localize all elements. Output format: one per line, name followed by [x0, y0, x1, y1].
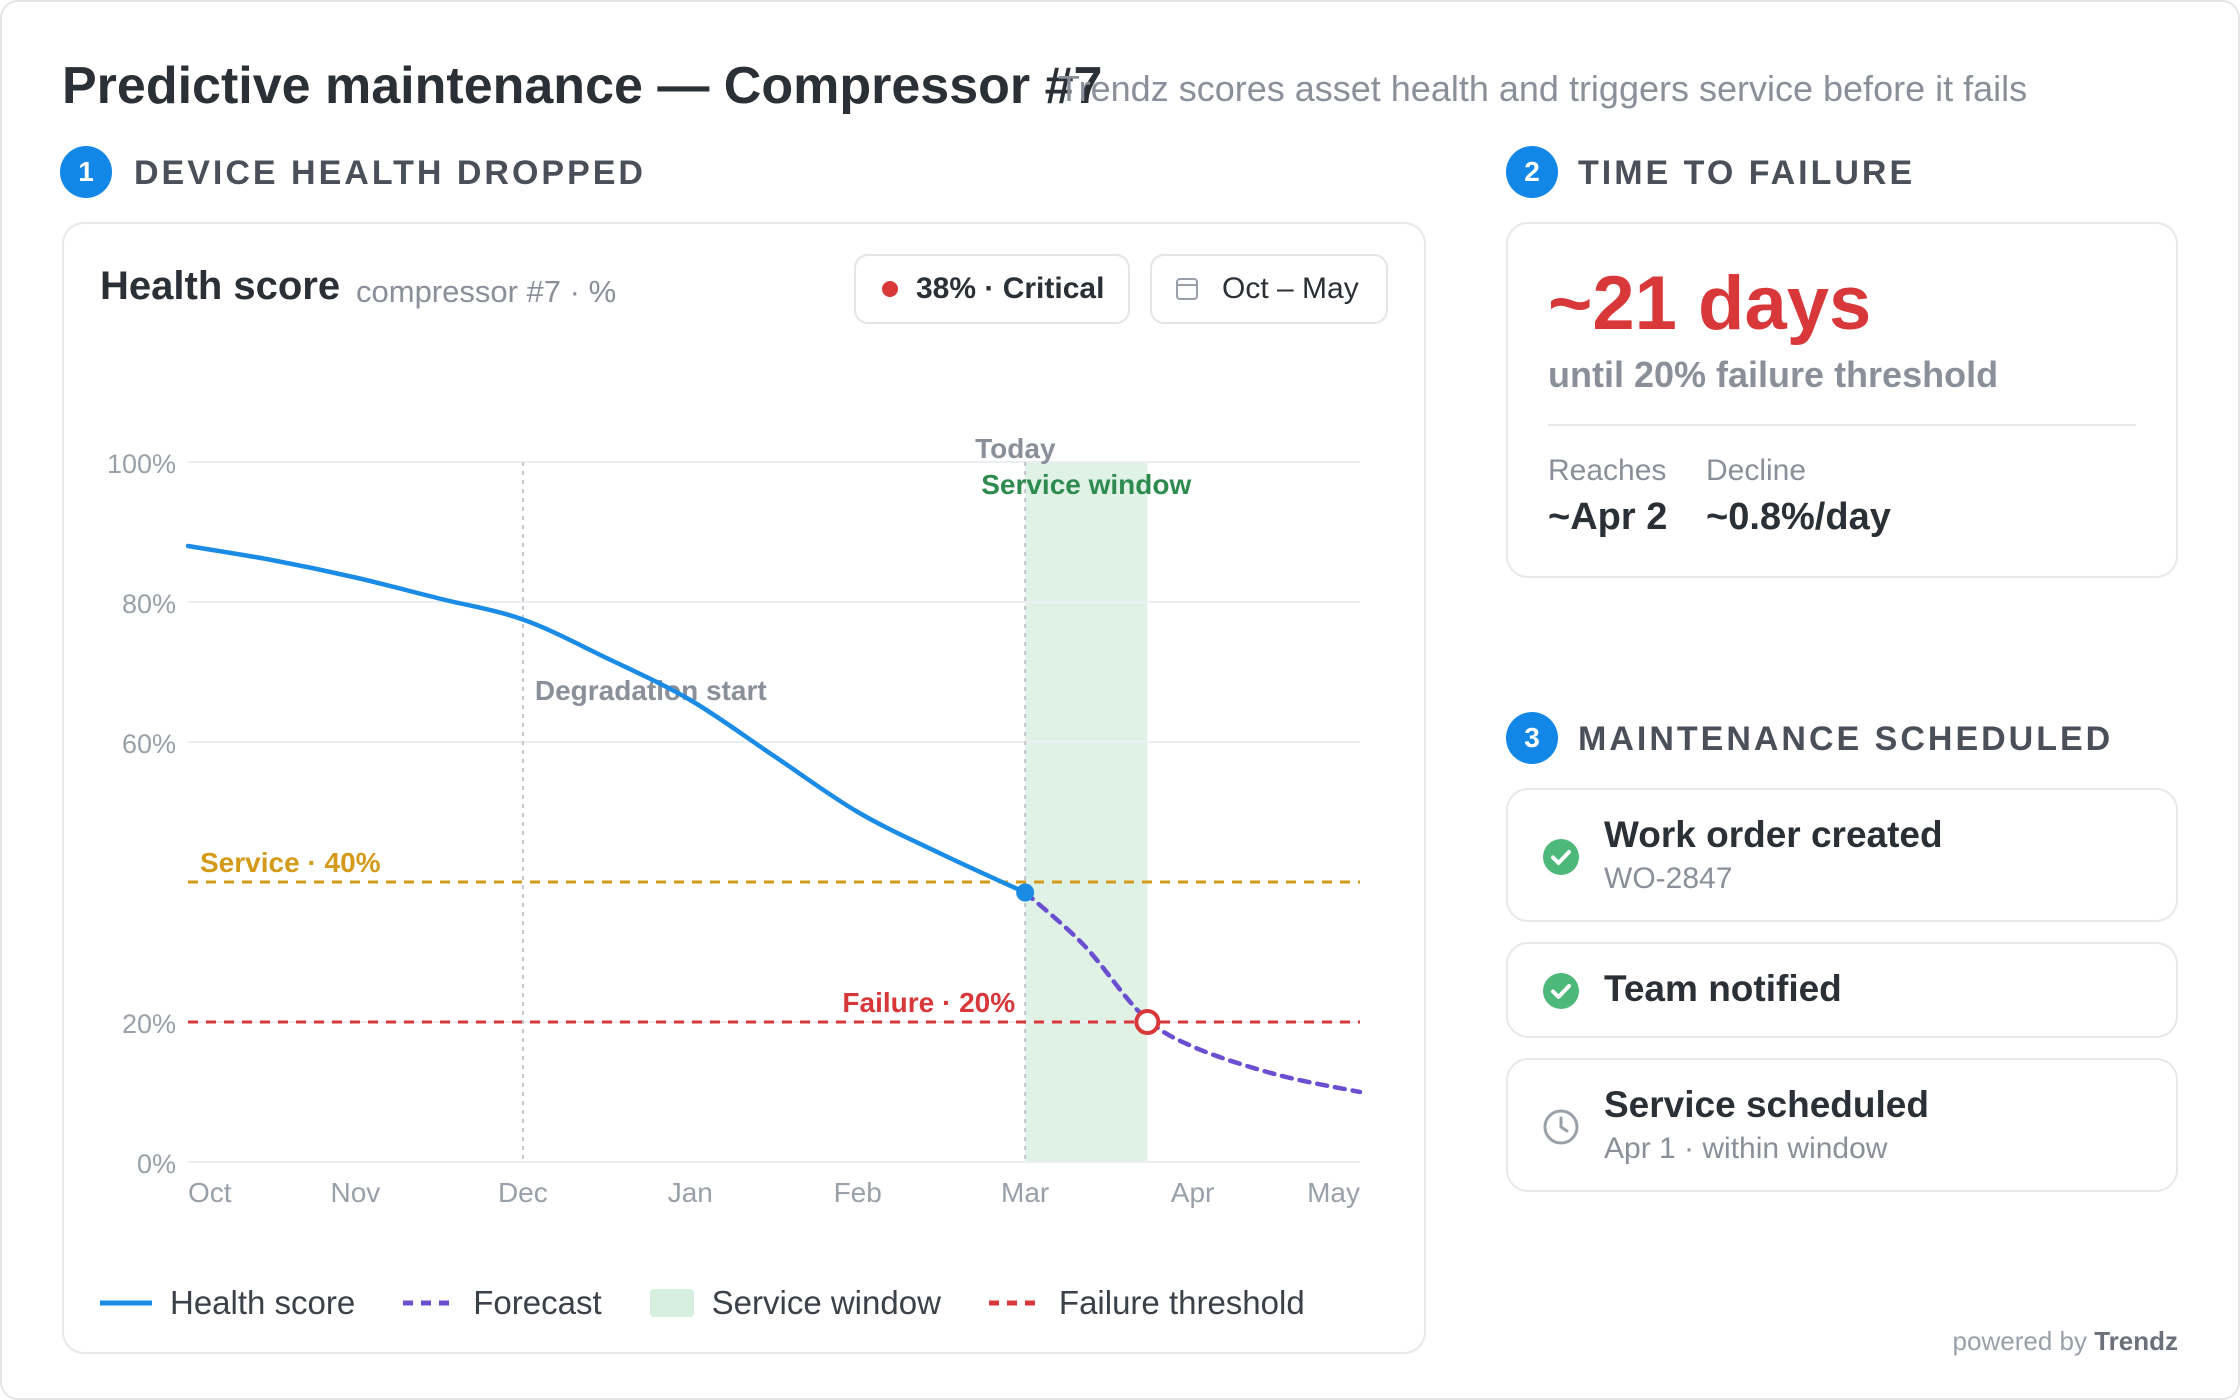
days-to-failure-caption: until 20% failure threshold	[1548, 354, 1999, 395]
failure-point-marker	[1134, 1009, 1161, 1035]
step-2-label: TIME TO FAILURE	[1578, 154, 1916, 192]
y-tick-label: 0%	[137, 1149, 176, 1179]
brand-name: Trendz	[2094, 1326, 2178, 1356]
x-tick-label: Dec	[498, 1177, 548, 1208]
legend-service-window: Service window	[649, 1284, 941, 1322]
chart-subtitle: compressor #7 · %	[356, 274, 617, 309]
y-tick-label: 100%	[107, 449, 176, 479]
service-threshold-label: Service · 40%	[200, 847, 381, 878]
legend-label: Service window	[711, 1284, 941, 1321]
task-subtitle: WO-2847	[1604, 862, 1733, 895]
decline-label: Decline	[1706, 454, 1807, 487]
x-tick-label: May	[1307, 1177, 1360, 1208]
legend-forecast: Forecast	[403, 1284, 602, 1322]
reaches-value: ~Apr 2	[1548, 496, 1668, 538]
legend-solid-line-swatch	[100, 1300, 152, 1306]
task-service-scheduled[interactable]: Service scheduled Apr 1 · within window	[1506, 1058, 2178, 1192]
x-tick-label: Apr	[1171, 1177, 1215, 1208]
step-3-label: MAINTENANCE SCHEDULED	[1578, 720, 2114, 758]
days-to-failure: ~21 days	[1548, 261, 1872, 346]
critical-dot-icon	[882, 281, 898, 297]
chart-legend: Health score Forecast Service window Fai…	[100, 1284, 1353, 1322]
legend-failure-threshold: Failure threshold	[988, 1284, 1305, 1322]
y-tick-label: 60%	[122, 729, 176, 759]
service-window-label: Service window	[981, 469, 1191, 500]
y-tick-label: 20%	[122, 1009, 176, 1039]
x-tick-label: Nov	[331, 1177, 381, 1208]
calendar-icon	[1176, 278, 1198, 300]
x-tick-label: Oct	[188, 1177, 232, 1208]
reaches-label: Reaches	[1548, 454, 1667, 487]
service-window-band	[1025, 462, 1148, 1162]
x-tick-label: Mar	[1001, 1177, 1049, 1208]
failure-threshold-label: Failure · 20%	[842, 987, 1015, 1018]
task-title: Team notified	[1604, 968, 1842, 1009]
date-range-picker[interactable]: Oct – May	[1150, 254, 1388, 324]
task-subtitle: Apr 1 · within window	[1604, 1132, 1888, 1165]
task-title: Service scheduled	[1604, 1084, 1929, 1125]
legend-threshold-swatch	[988, 1300, 1041, 1306]
health-series-line	[185, 543, 1028, 895]
page-subtitle: Trendz scores asset health and triggers …	[1058, 68, 2028, 109]
check-circle-icon	[1543, 839, 1579, 875]
task-team-notified[interactable]: Team notified	[1506, 942, 2178, 1038]
x-tick-label: Jan	[668, 1177, 713, 1208]
divider	[1548, 424, 2136, 426]
clock-icon	[1543, 1109, 1579, 1145]
step-1-label: DEVICE HEALTH DROPPED	[134, 154, 646, 192]
legend-label: Failure threshold	[1058, 1284, 1305, 1321]
step-1-badge: 1	[60, 146, 112, 198]
date-range-label: Oct – May	[1222, 272, 1359, 305]
powered-by-footer: powered by Trendz	[1953, 1326, 2178, 1357]
task-work-order[interactable]: Work order created WO-2847	[1506, 788, 2178, 922]
step-2-badge: 2	[1506, 146, 1558, 198]
page-title: Predictive maintenance — Compressor #7	[62, 57, 1103, 115]
decline-value: ~0.8%/day	[1706, 496, 1891, 538]
status-pill-label: 38% · Critical	[916, 272, 1105, 305]
task-title: Work order created	[1604, 814, 1943, 855]
health-chart: 100%80%60%20%0%Oct Nov Dec Jan Feb Mar Apr MayD…	[107, 433, 1363, 1208]
today-label: Today	[975, 433, 1056, 464]
time-to-failure-card: ~21 days until 20% failure threshold Rea…	[1506, 222, 2178, 578]
current-health-point	[1016, 883, 1035, 902]
x-tick-label: Feb	[834, 1177, 882, 1208]
legend-dashed-line-swatch	[403, 1300, 456, 1306]
forecast-series-line	[1022, 890, 1363, 1095]
check-circle-icon	[1543, 973, 1579, 1009]
status-pill[interactable]: 38% · Critical	[854, 254, 1130, 324]
chart-title: Health score	[100, 264, 341, 308]
powered-by-prefix: powered by	[1952, 1326, 2087, 1356]
legend-label: Forecast	[473, 1284, 602, 1321]
y-tick-label: 80%	[122, 589, 176, 619]
health-chart-card: Health score compressor #7 · % 38% · Cri…	[62, 222, 1426, 1354]
legend-label: Health score	[170, 1284, 356, 1321]
legend-area-swatch	[649, 1289, 694, 1317]
step-3-badge: 3	[1506, 712, 1558, 764]
legend-health-score: Health score	[100, 1284, 355, 1322]
